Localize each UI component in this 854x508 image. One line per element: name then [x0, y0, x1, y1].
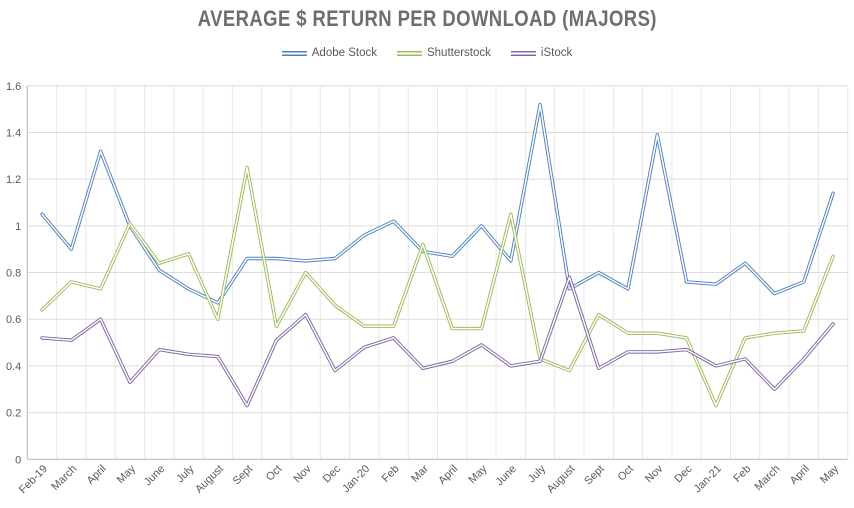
chart-title: AVERAGE $ RETURN PER DOWNLOAD (MAJORS) — [0, 6, 854, 32]
x-tick-label: August — [545, 463, 578, 496]
legend-label-istock: iStock — [540, 47, 573, 59]
series-line-core-shutterstock — [41, 166, 834, 407]
x-tick-label: April — [788, 463, 812, 487]
legend-label-shutterstock: Shutterstock — [426, 47, 491, 59]
series-line-core-istock — [41, 276, 834, 407]
legend-line-swatch-shutterstock — [396, 50, 422, 56]
x-tick-label: Oct — [264, 463, 285, 484]
legend: Adobe Stock Shutterstock iStock — [0, 47, 854, 59]
x-tick-label: May — [115, 463, 139, 487]
x-tick-label: July — [526, 463, 549, 486]
y-tick-label: 0.4 — [6, 361, 21, 373]
y-tick-label: 1.4 — [6, 127, 21, 139]
chart-title-text: AVERAGE $ RETURN PER DOWNLOAD (MAJORS) — [197, 6, 657, 31]
legend-line-swatch-istock — [510, 50, 536, 56]
x-tick-label: Jan-21 — [692, 463, 724, 495]
x-tick-label: June — [494, 463, 519, 488]
x-tick-label: Feb — [731, 463, 753, 485]
x-tick-label: Dec — [672, 463, 695, 486]
x-tick-label: April — [85, 463, 109, 487]
x-tick-label: August — [193, 463, 226, 496]
x-tick-label: June — [142, 463, 167, 488]
y-tick-label: 1.2 — [6, 174, 21, 186]
x-tick-label: Feb-19 — [17, 463, 50, 496]
y-tick-label: 0.2 — [6, 408, 21, 420]
series-line-core-adobe-stock — [41, 103, 834, 304]
x-tick-label: Feb — [380, 463, 402, 485]
x-tick-label: Sept — [231, 463, 255, 487]
legend-item-adobe-stock: Adobe Stock — [281, 47, 377, 59]
legend-item-shutterstock: Shutterstock — [396, 47, 491, 59]
x-tick-label: July — [174, 463, 197, 486]
legend-line-swatch-adobe-stock — [281, 50, 307, 56]
y-tick-label: 0 — [15, 454, 21, 466]
y-tick-label: 1 — [15, 221, 21, 233]
x-tick-label: May — [466, 463, 490, 487]
x-tick-label: Jan-20 — [340, 463, 372, 495]
x-tick-label: Mar — [409, 463, 431, 485]
y-tick-label: 1.6 — [6, 81, 21, 93]
x-tick-label: Sept — [582, 463, 606, 487]
x-tick-label: March — [49, 463, 79, 493]
x-tick-label: Nov — [643, 463, 666, 486]
legend-label-adobe-stock: Adobe Stock — [311, 47, 377, 59]
x-tick-label: May — [818, 463, 842, 487]
y-tick-label: 0.8 — [6, 268, 21, 280]
y-tick-label: 0.6 — [6, 314, 21, 326]
legend-item-istock: iStock — [510, 47, 573, 59]
x-tick-label: April — [436, 463, 460, 487]
x-tick-label: Nov — [291, 463, 314, 486]
x-tick-label: Dec — [321, 463, 344, 486]
x-tick-label: March — [752, 463, 782, 493]
x-tick-label: Oct — [615, 463, 636, 484]
